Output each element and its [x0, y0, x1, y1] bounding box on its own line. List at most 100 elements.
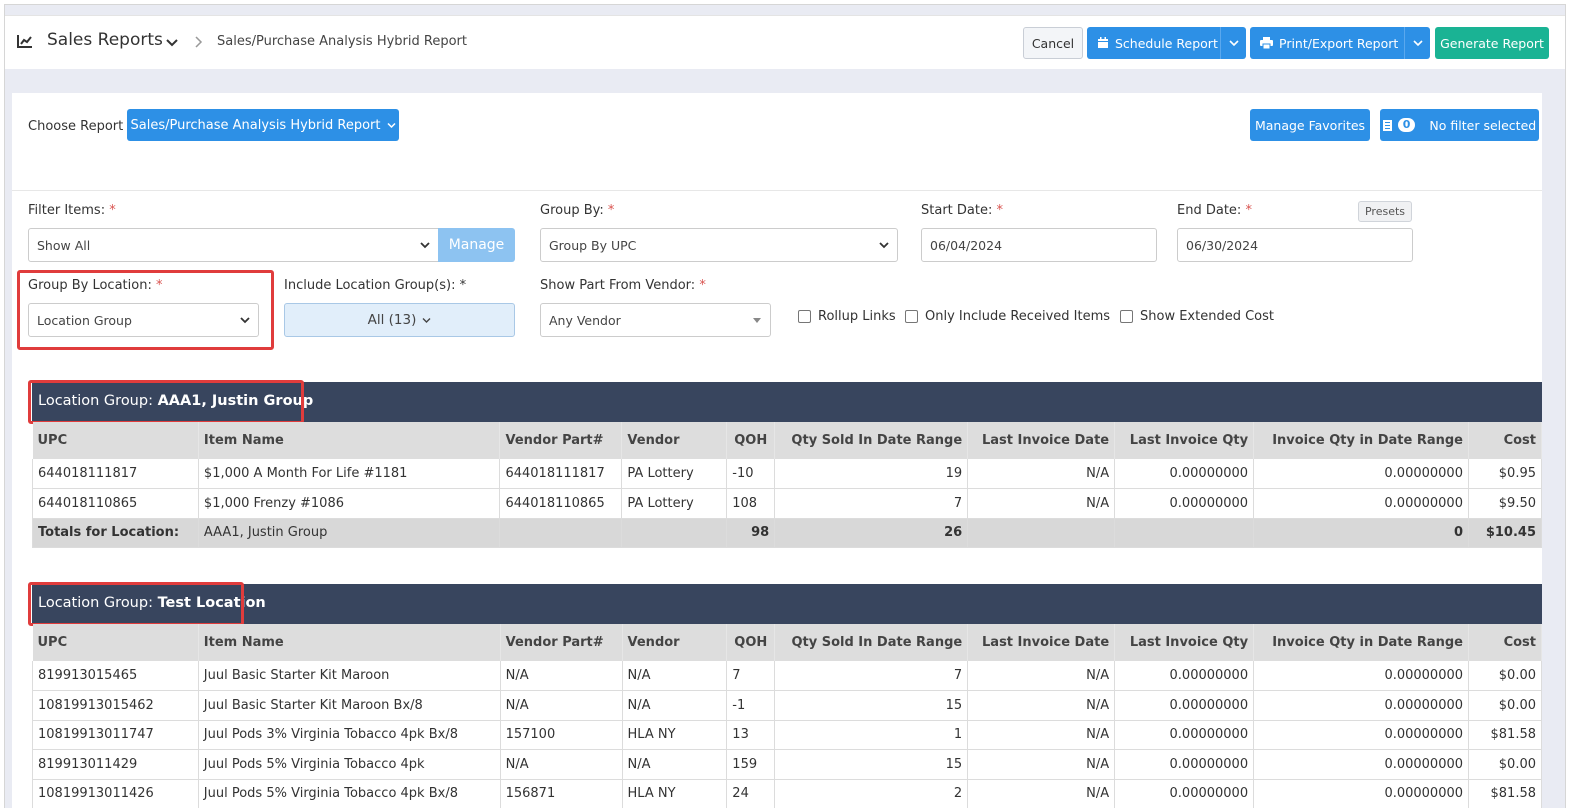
column-header-qty-sold[interactable]: Qty Sold In Date Range	[774, 624, 969, 661]
include-location-groups-dropdown[interactable]: All (13)	[284, 303, 515, 337]
cell-last-invoice-qty: 0.00000000	[1114, 720, 1255, 750]
column-header-item-name[interactable]: Item Name	[198, 624, 501, 661]
totals-cell-cost: $10.45	[1468, 518, 1543, 548]
table-row[interactable]: 10819913011747 Juul Pods 3% Virginia Toba…	[32, 720, 1542, 750]
column-header-invoice-qty-range[interactable]: Invoice Qty in Date Range	[1253, 624, 1470, 661]
choose-report-value: Sales/Purchase Analysis Hybrid Report	[130, 117, 381, 133]
cell-last-invoice-qty: 0.00000000	[1114, 459, 1255, 489]
table-row[interactable]: 819913015465 Juul Basic Starter Kit Maroo…	[32, 661, 1542, 691]
include-location-groups-value: All (13)	[367, 312, 417, 328]
manage-button[interactable]: Manage	[438, 228, 515, 262]
chevron-down-icon	[1412, 40, 1423, 47]
group-by-location-select[interactable]: Location Group	[28, 303, 259, 337]
filter-items-label: Filter Items: *	[28, 203, 116, 218]
schedule-report-split-button: Schedule Report	[1087, 27, 1246, 59]
group-by-label: Group By: *	[540, 203, 615, 218]
report-card: Choose Report Sales/Purchase Analysis Hy…	[12, 93, 1543, 808]
column-header-last-invoice-date[interactable]: Last Invoice Date	[967, 422, 1116, 459]
print-export-button[interactable]: Print/Export Report	[1250, 27, 1404, 59]
column-header-vendor-part[interactable]: Vendor Part#	[499, 422, 623, 459]
column-header-vendor[interactable]: Vendor	[621, 422, 728, 459]
vendor-select[interactable]: Any Vendor	[540, 303, 771, 337]
table-row[interactable]: 819913011429 Juul Pods 5% Virginia Tobacc…	[32, 749, 1542, 780]
column-header-cost[interactable]: Cost	[1468, 624, 1542, 661]
end-date-value: 06/30/2024	[1186, 237, 1259, 253]
cell-item-name: $1,000 Frenzy #1086	[198, 488, 501, 519]
cell-upc: 10819913011426	[32, 779, 199, 808]
table-row[interactable]: 10819913011426 Juul Pods 5% Virginia Toba…	[32, 779, 1542, 808]
cell-qoh: 24	[726, 779, 776, 808]
column-header-vendor-part[interactable]: Vendor Part#	[500, 624, 623, 661]
page-title[interactable]: Sales Reports	[47, 30, 163, 50]
manage-favorites-button[interactable]: Manage Favorites	[1250, 109, 1370, 141]
filter-items-select[interactable]: Show All	[28, 228, 439, 262]
cell-qty-sold: 19	[774, 459, 969, 489]
cancel-button[interactable]: Cancel	[1023, 27, 1083, 59]
totals-cell-vendor-part	[499, 518, 623, 548]
column-header-upc[interactable]: UPC	[32, 422, 199, 459]
column-header-qoh[interactable]: QOH	[726, 624, 776, 661]
cell-qoh: 108	[726, 488, 776, 519]
totals-row: Totals for Location: AAA1, Justin Group 98…	[32, 518, 1543, 548]
start-date-input[interactable]: 06/04/2024	[921, 228, 1157, 262]
print-export-dropdown-toggle[interactable]	[1404, 27, 1430, 59]
show-extended-cost-checkbox[interactable]: Show Extended Cost	[1120, 309, 1274, 324]
presets-button[interactable]: Presets	[1358, 201, 1412, 222]
caret-down-icon	[753, 318, 761, 323]
cell-invoice-qty-range: 0.00000000	[1253, 779, 1470, 808]
schedule-report-dropdown-toggle[interactable]	[1220, 27, 1246, 59]
group-by-select[interactable]: Group By UPC	[540, 228, 898, 262]
cell-item-name: Juul Basic Starter Kit Maroon Bx/8	[198, 690, 501, 721]
cell-vendor-part: 644018111817	[499, 459, 623, 489]
filter-status-button[interactable]: 0 No filter selected	[1380, 109, 1539, 141]
column-header-last-invoice-date[interactable]: Last Invoice Date	[967, 624, 1116, 661]
section-divider	[12, 190, 1542, 191]
print-export-label: Print/Export Report	[1279, 35, 1399, 51]
cell-last-invoice-date: N/A	[967, 720, 1116, 750]
group-by-value: Group By UPC	[549, 237, 637, 253]
cell-invoice-qty-range: 0.00000000	[1253, 661, 1470, 691]
column-header-item-name[interactable]: Item Name	[198, 422, 501, 459]
highlight-box	[28, 380, 304, 424]
checkbox-box[interactable]	[905, 310, 918, 323]
cell-cost: $81.58	[1468, 720, 1542, 750]
table-row[interactable]: 644018111817 $1,000 A Month For Life #118…	[32, 459, 1543, 489]
schedule-report-button[interactable]: Schedule Report	[1087, 27, 1220, 59]
column-header-invoice-qty-range[interactable]: Invoice Qty in Date Range	[1253, 422, 1469, 459]
chevron-down-icon[interactable]	[165, 36, 179, 50]
column-header-qoh[interactable]: QOH	[726, 422, 776, 459]
table-row[interactable]: 644018110865 $1,000 Frenzy #1086 644018110…	[32, 488, 1543, 519]
column-header-qty-sold[interactable]: Qty Sold In Date Range	[774, 422, 969, 459]
end-date-input[interactable]: 06/30/2024	[1177, 228, 1413, 262]
cell-invoice-qty-range: 0.00000000	[1253, 749, 1470, 780]
chevron-down-icon	[422, 317, 431, 323]
only-received-checkbox[interactable]: Only Include Received Items	[905, 309, 1110, 324]
choose-report-dropdown[interactable]: Sales/Purchase Analysis Hybrid Report	[127, 109, 399, 141]
cell-qty-sold: 15	[774, 749, 969, 780]
page-header: Sales Reports Sales/Purchase Analysis Hy…	[5, 15, 1565, 69]
column-header-cost[interactable]: Cost	[1468, 422, 1543, 459]
cell-vendor-part: N/A	[500, 661, 623, 691]
cell-last-invoice-qty: 0.00000000	[1114, 749, 1255, 780]
totals-cell-last-invoice-date	[967, 518, 1116, 548]
checkbox-box[interactable]	[798, 310, 811, 323]
rollup-links-checkbox[interactable]: Rollup Links	[798, 309, 896, 324]
cell-vendor-part: N/A	[500, 749, 623, 780]
cell-upc: 644018110865	[32, 488, 199, 519]
column-header-upc[interactable]: UPC	[32, 624, 199, 661]
table-row[interactable]: 10819913015462 Juul Basic Starter Kit Mar…	[32, 690, 1542, 721]
column-header-vendor[interactable]: Vendor	[622, 624, 728, 661]
checkbox-box[interactable]	[1120, 310, 1133, 323]
totals-cell-last-invoice-qty	[1114, 518, 1255, 548]
filter-items-value: Show All	[37, 237, 91, 253]
generate-report-button[interactable]: Generate Report	[1435, 27, 1549, 59]
table-header-row: UPC Item Name Vendor Part# Vendor QOH Qty Sol…	[32, 624, 1542, 661]
cell-last-invoice-date: N/A	[967, 488, 1116, 519]
cell-qty-sold: 15	[774, 690, 969, 721]
line-chart-icon	[17, 35, 32, 48]
column-header-last-invoice-qty[interactable]: Last Invoice Qty	[1114, 624, 1255, 661]
calendar-icon	[1098, 37, 1108, 48]
cell-cost: $0.00	[1468, 661, 1542, 691]
column-header-last-invoice-qty[interactable]: Last Invoice Qty	[1114, 422, 1255, 459]
show-extended-cost-label: Show Extended Cost	[1140, 309, 1274, 324]
